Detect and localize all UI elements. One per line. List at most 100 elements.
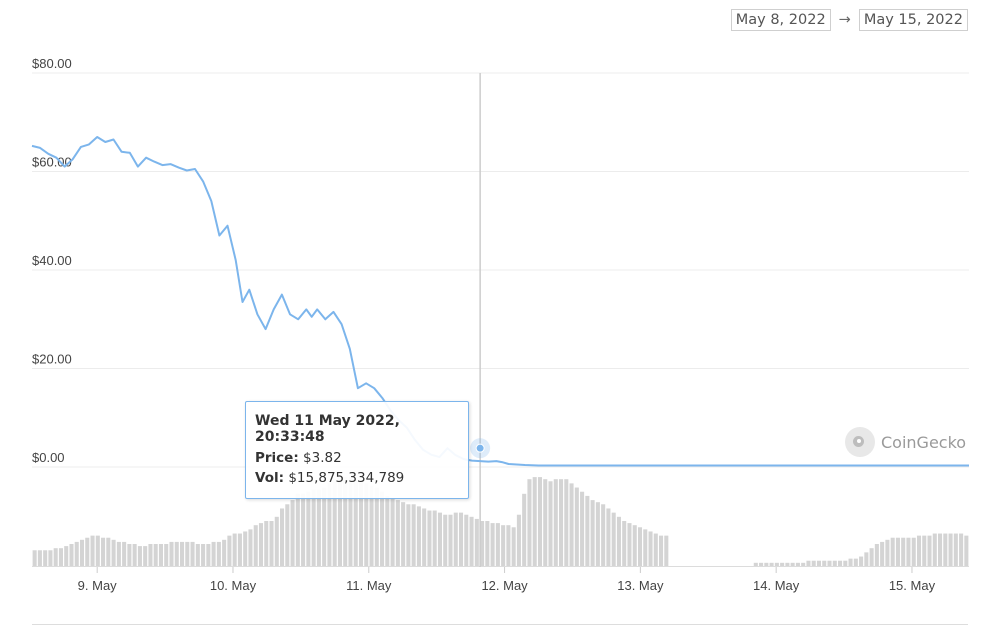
volume-bar [611, 512, 616, 567]
x-tick-label: 13. May [617, 578, 664, 593]
y-tick-label: $20.00 [32, 352, 72, 367]
tooltip-price-value: $3.82 [303, 450, 342, 466]
volume-bar [295, 493, 300, 567]
volume-bar [764, 562, 769, 567]
volume-bar [116, 541, 121, 567]
volume-bar [953, 533, 958, 567]
volume-bar [111, 539, 116, 567]
volume-bar [137, 546, 142, 567]
volume-bar [901, 537, 906, 567]
volume-bar [69, 544, 74, 567]
volume-bar [890, 537, 895, 567]
x-tick-label: 10. May [210, 578, 257, 593]
volume-bar [559, 479, 564, 567]
y-tick-label: $40.00 [32, 253, 72, 268]
volume-bar [79, 539, 85, 567]
volume-bar [869, 548, 874, 567]
volume-bar [880, 541, 885, 567]
volume-bar [590, 500, 595, 567]
volume-bar [653, 533, 658, 567]
end-date-field[interactable]: May 15, 2022 [858, 9, 968, 31]
y-tick-label: $0.00 [32, 450, 65, 465]
volume-bar [174, 541, 179, 567]
volume-bar [422, 508, 427, 567]
volume-bar [453, 512, 458, 567]
volume-bar [416, 506, 421, 567]
price-series-line [31, 136, 969, 467]
volume-bar [458, 512, 464, 567]
volume-bar [822, 560, 827, 567]
volume-bar [248, 529, 253, 567]
volume-bar [164, 544, 169, 567]
volume-bar [537, 477, 543, 567]
volume-bar [622, 521, 627, 567]
volume-bar [406, 504, 411, 567]
volume-bar [795, 562, 800, 567]
bottom-divider [32, 624, 968, 625]
volume-bar [580, 491, 585, 567]
volume-bar [390, 498, 395, 567]
volume-bar [122, 541, 127, 567]
volume-bar [843, 560, 848, 567]
volume-bar [490, 523, 495, 567]
volume-bar [511, 527, 516, 567]
volume-bar [637, 527, 643, 567]
volume-bar [569, 483, 574, 567]
volume-bar [964, 535, 969, 567]
volume-bar [864, 552, 869, 567]
volume-bar [448, 514, 453, 567]
date-range-selector: May 8, 2022 → May 15, 2022 [730, 9, 968, 31]
volume-bar [543, 479, 548, 567]
volume-bar [480, 521, 485, 567]
volume-bar [143, 546, 148, 567]
volume-bar [895, 537, 900, 567]
volume-bar [859, 556, 864, 567]
volume-bar [385, 495, 390, 567]
volume-bar [227, 535, 232, 567]
tooltip-title: Wed 11 May 2022, 20:33:48 [255, 413, 400, 445]
volume-bar [358, 481, 364, 567]
volume-bar [132, 544, 137, 567]
chart-tooltip: Wed 11 May 2022, 20:33:48 Price: $3.82 V… [245, 401, 469, 499]
volume-bar [253, 525, 258, 567]
volume-bar [211, 541, 216, 567]
volume-bar [327, 483, 332, 567]
volume-bar [401, 502, 406, 567]
volume-bar [527, 479, 532, 567]
volume-bar [179, 541, 185, 567]
volume-bar [959, 533, 964, 567]
volume-bar [58, 548, 63, 567]
volume-bar [411, 504, 416, 567]
volume-bar [432, 510, 437, 567]
volume-bar [443, 514, 448, 567]
x-tick-label: 12. May [481, 578, 528, 593]
volume-bar [853, 558, 858, 567]
volume-bar [311, 489, 316, 567]
volume-bar [753, 562, 758, 567]
volume-bar [801, 562, 806, 567]
volume-bar [916, 535, 922, 567]
volume-bar [374, 487, 379, 567]
volume-bar [216, 541, 221, 567]
y-tick-label: $80.00 [32, 56, 72, 71]
volume-bar [301, 493, 306, 567]
volume-bar [153, 544, 158, 567]
volume-bar [464, 514, 469, 567]
start-date-field[interactable]: May 8, 2022 [730, 9, 831, 31]
tooltip-price-label: Price: [255, 450, 299, 466]
volume-bar [522, 493, 527, 567]
volume-bar [48, 550, 53, 567]
volume-bar [32, 550, 37, 567]
volume-bar [185, 541, 190, 567]
volume-bar [927, 535, 932, 567]
coingecko-logo-icon [845, 427, 875, 457]
volume-bar [90, 535, 95, 567]
tooltip-price-row: Price: $3.82 [255, 450, 342, 466]
volume-bar [280, 508, 285, 567]
volume-bar [274, 516, 279, 567]
volume-bar [643, 529, 648, 567]
volume-bar [222, 539, 227, 567]
volume-bar [769, 562, 774, 567]
hover-marker [475, 443, 485, 453]
